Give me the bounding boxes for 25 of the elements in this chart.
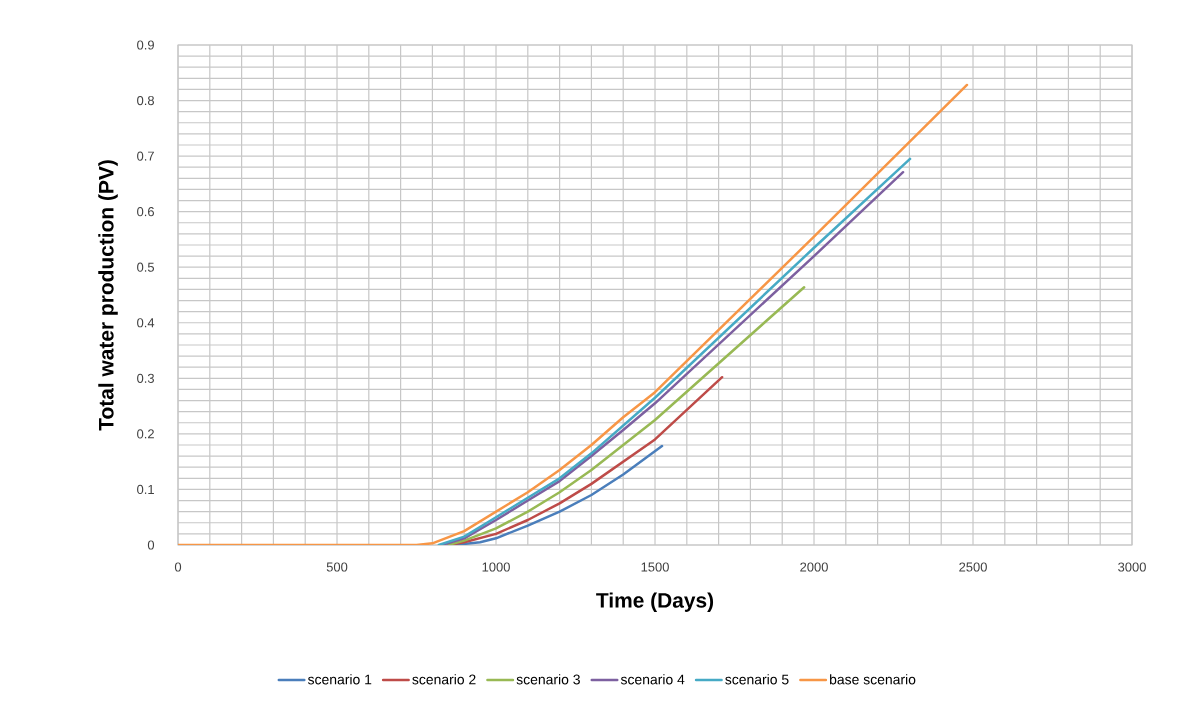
y-tick-label: 0.1 — [137, 484, 154, 495]
legend-label: scenario 3 — [516, 674, 580, 685]
y-tick-label: 0.7 — [137, 151, 154, 161]
y-tick-label: 0.6 — [137, 207, 154, 217]
x-axis-title: Time (Days) — [596, 592, 714, 612]
y-axis-title: Total water production (PV) — [98, 160, 118, 431]
x-tick-label: 2000 — [800, 562, 828, 572]
y-tick-label: 0.2 — [137, 429, 154, 439]
legend-label: base scenario — [830, 674, 916, 685]
y-tick-label: 0.4 — [137, 318, 155, 328]
legend-label: scenario 5 — [725, 674, 789, 685]
y-tick-label: 0.8 — [137, 95, 154, 106]
legend-label: scenario 4 — [620, 674, 685, 685]
legend-label: scenario 1 — [307, 674, 372, 685]
x-tick-label: 1000 — [482, 562, 510, 572]
y-tick-label: 0 — [147, 540, 155, 550]
x-tick-label: 2500 — [959, 562, 987, 572]
y-tick-label: 0.9 — [137, 40, 154, 50]
legend-label: scenario 2 — [412, 674, 476, 685]
x-tick-label: 0 — [174, 562, 182, 572]
x-tick-label: 1500 — [641, 562, 669, 572]
y-tick-label: 0.3 — [137, 373, 154, 383]
x-tick-label: 3000 — [1118, 562, 1146, 572]
y-tick-label: 0.5 — [137, 262, 155, 272]
x-tick-label: 500 — [326, 562, 348, 572]
